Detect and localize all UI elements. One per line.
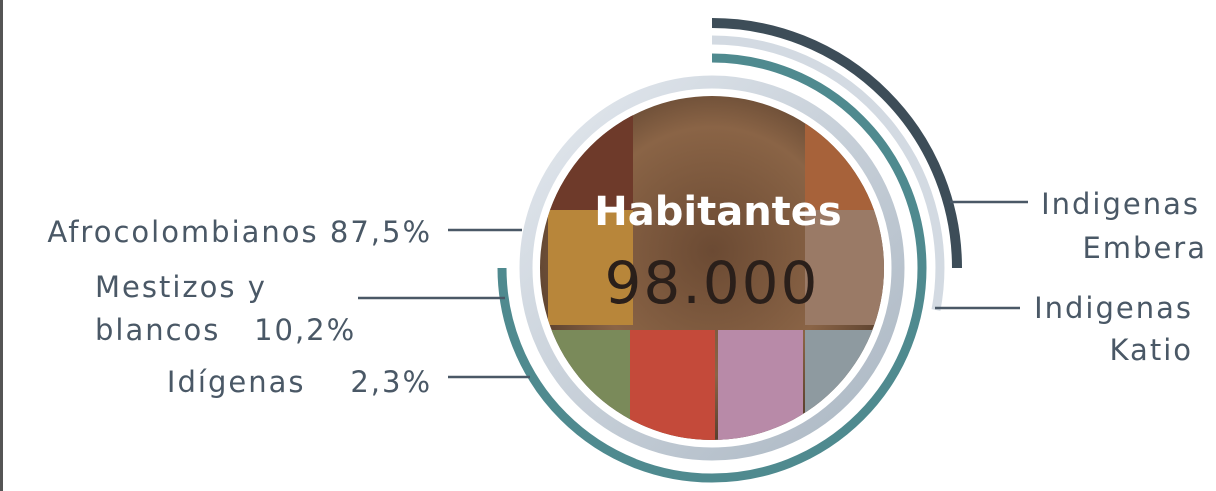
- label: Mestizos y: [95, 270, 267, 304]
- infographic: Habitantes 98.000 Afrocolombianos 87,5% …: [0, 0, 1216, 491]
- label: Idígenas 2,3%: [167, 365, 432, 399]
- left-border: [0, 0, 3, 491]
- center-title: Habitantes: [594, 189, 841, 235]
- center-value: 98.000: [605, 249, 820, 317]
- label: Indigenas: [1034, 291, 1193, 325]
- label: Indigenas: [1041, 187, 1200, 221]
- label: Afrocolombianos 87,5%: [47, 215, 432, 249]
- label: blancos 10,2%: [95, 313, 356, 347]
- label: Katio: [1110, 333, 1193, 367]
- label: Embera: [1082, 231, 1207, 265]
